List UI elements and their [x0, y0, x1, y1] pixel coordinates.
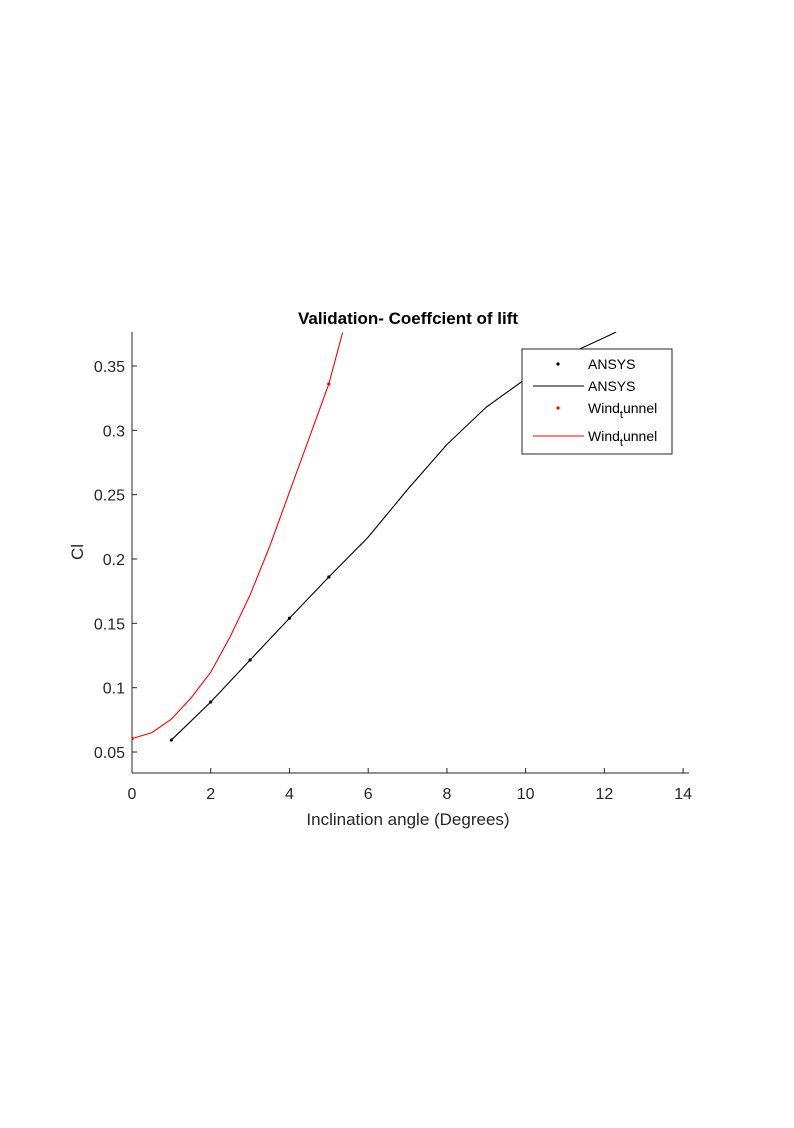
x-tick-label: 6	[364, 786, 373, 803]
y-tick-label: 0.1	[103, 681, 125, 698]
y-axis-label: Cl	[68, 544, 87, 560]
chart-title: Validation- Coeffcient of lift	[298, 309, 518, 328]
y-tick-label: 0.3	[103, 423, 125, 440]
x-tick-label: 0	[128, 786, 137, 803]
x-tick-label: 12	[595, 786, 613, 803]
x-tick-label: 8	[442, 786, 451, 803]
legend-label: Windtunnel	[588, 428, 657, 449]
y-tick-label: 0.05	[94, 745, 125, 762]
x-tick-label: 10	[517, 786, 535, 803]
y-tick-label: 0.25	[94, 488, 125, 505]
y-tick-label: 0.15	[94, 616, 125, 633]
y-tick-label: 0.2	[103, 552, 125, 569]
x-axis-label: Inclination angle (Degrees)	[306, 810, 509, 829]
legend-label: ANSYS	[588, 378, 635, 394]
x-tick-label: 14	[674, 786, 692, 803]
y-tick-label: 0.35	[94, 359, 125, 376]
legend: ANSYS ANSYS Windtunnel Windtunnel	[521, 348, 673, 455]
legend-marker	[556, 406, 560, 410]
x-tick-label: 4	[285, 786, 294, 803]
data-line	[132, 332, 344, 740]
legend-marker	[556, 362, 560, 366]
legend-label: Windtunnel	[588, 400, 657, 421]
x-tick-label: 2	[206, 786, 215, 803]
legend-label: ANSYS	[588, 356, 635, 372]
